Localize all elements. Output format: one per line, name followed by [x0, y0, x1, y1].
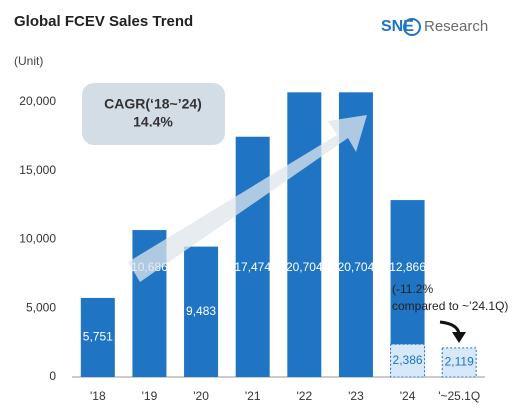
q1-value-label: 2,386 — [393, 353, 423, 367]
x-tick-label: '20 — [193, 389, 209, 403]
cagr-value: 14.4% — [133, 114, 173, 130]
bar — [287, 92, 322, 377]
x-tick-label: '21 — [245, 389, 261, 403]
chart-title: Global FCEV Sales Trend — [14, 13, 193, 30]
change-note: compared to ~’24.1Q) — [392, 299, 508, 313]
change-note: (-11.2% — [392, 282, 433, 296]
x-tick-label: '24 — [400, 389, 416, 403]
value-label: 20,704 — [338, 260, 375, 274]
logo-text: Research — [424, 18, 488, 35]
y-tick-label: 0 — [49, 369, 56, 383]
value-label: 12,866 — [389, 260, 426, 274]
cagr-label: CAGR(‘18~’24) — [104, 96, 202, 112]
q1-value-label: 2,119 — [445, 355, 474, 369]
unit-label: (Unit) — [14, 54, 43, 68]
y-tick-label: 15,000 — [19, 163, 56, 177]
y-tick-label: 10,000 — [19, 232, 56, 246]
x-tick-label: '22 — [296, 389, 312, 403]
y-tick-label: 5,000 — [26, 300, 56, 314]
x-tick-label: '~25.1Q — [438, 389, 480, 403]
x-tick-label: '18 — [90, 389, 106, 403]
growth-arrow — [128, 115, 367, 282]
q1-bar — [390, 343, 426, 378]
logo-ring — [403, 18, 421, 36]
logo-brand: SNE — [381, 18, 414, 35]
change-arrowhead — [452, 332, 466, 343]
value-label: 20,704 — [286, 260, 323, 274]
bar — [235, 136, 270, 377]
value-label: 17,474 — [234, 260, 271, 274]
value-label: 9,483 — [186, 304, 216, 318]
y-tick-label: 20,000 — [19, 94, 56, 108]
q1-bar — [441, 347, 477, 378]
bar — [80, 297, 115, 377]
x-tick-label: '19 — [142, 389, 158, 403]
x-tick-label: '23 — [348, 389, 364, 403]
value-label: 5,751 — [83, 330, 113, 344]
bar — [184, 246, 219, 377]
cagr-box — [82, 83, 225, 145]
